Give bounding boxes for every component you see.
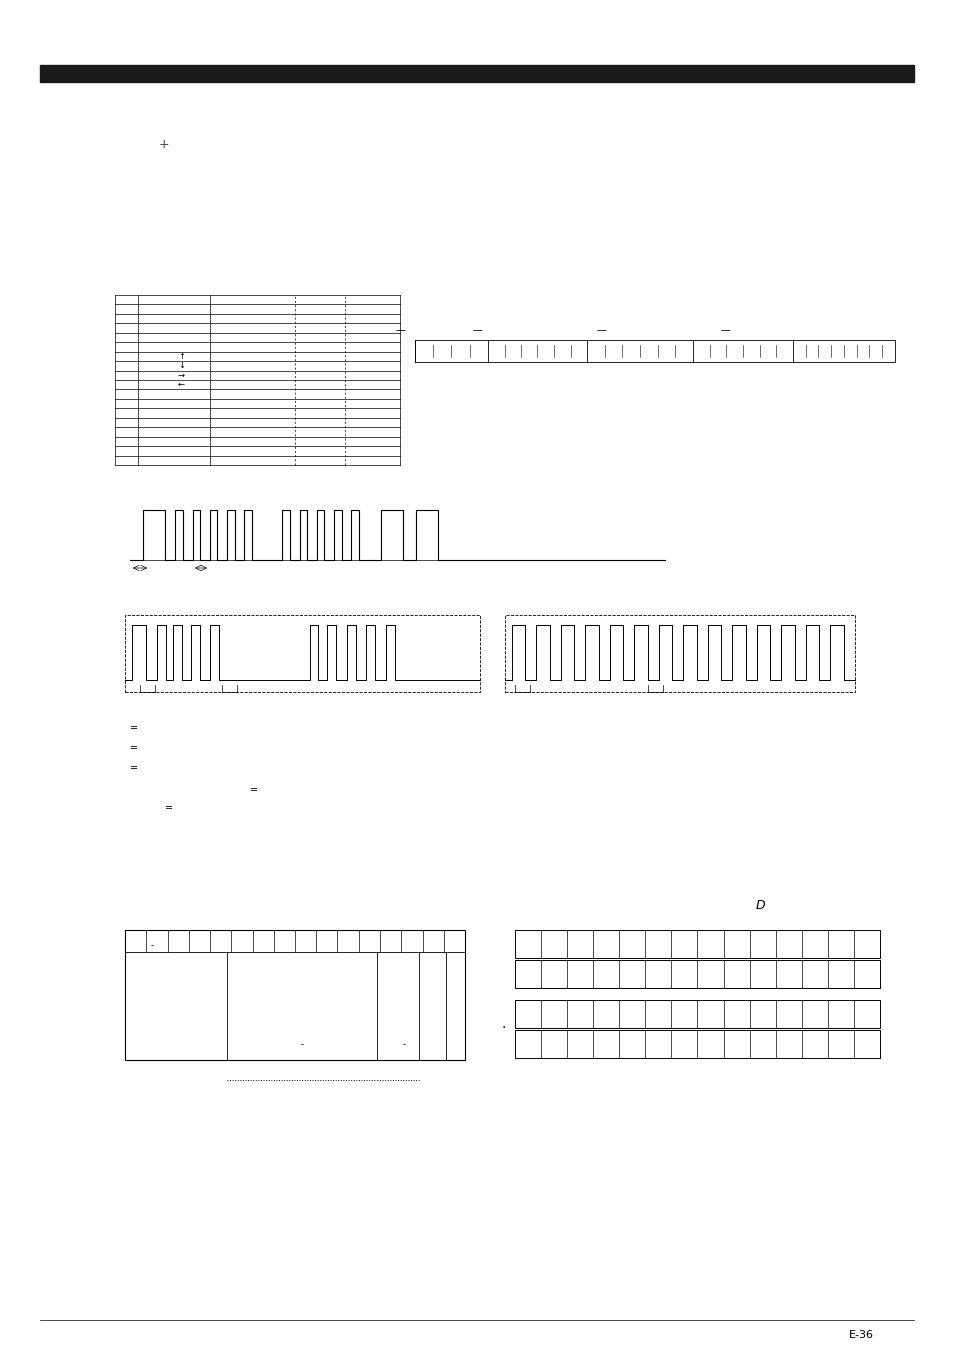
- Text: -: -: [402, 1040, 405, 1050]
- Text: -: -: [151, 942, 153, 950]
- Bar: [515, 1000, 879, 1028]
- Text: =: =: [165, 803, 172, 813]
- Bar: [40, 65, 913, 82]
- Bar: [515, 960, 879, 987]
- Text: —: —: [720, 325, 729, 335]
- Text: ↓: ↓: [177, 362, 185, 371]
- Text: =: =: [130, 764, 138, 773]
- Text: ←: ←: [177, 380, 185, 390]
- Text: -: -: [300, 1040, 303, 1050]
- Bar: [125, 929, 464, 1060]
- Bar: [515, 929, 879, 958]
- Text: +: +: [158, 139, 169, 151]
- Text: ↑: ↑: [177, 352, 185, 362]
- Text: =: =: [250, 785, 258, 795]
- Text: D: D: [755, 898, 764, 912]
- Text: ·: ·: [501, 1021, 506, 1035]
- Text: —: —: [395, 325, 405, 335]
- Text: =: =: [130, 723, 138, 733]
- Text: →: →: [177, 371, 185, 380]
- Text: =: =: [130, 743, 138, 753]
- Text: —: —: [472, 325, 481, 335]
- Bar: [415, 340, 894, 362]
- Text: E-36: E-36: [848, 1330, 873, 1340]
- Text: —: —: [596, 325, 605, 335]
- Bar: [515, 1031, 879, 1058]
